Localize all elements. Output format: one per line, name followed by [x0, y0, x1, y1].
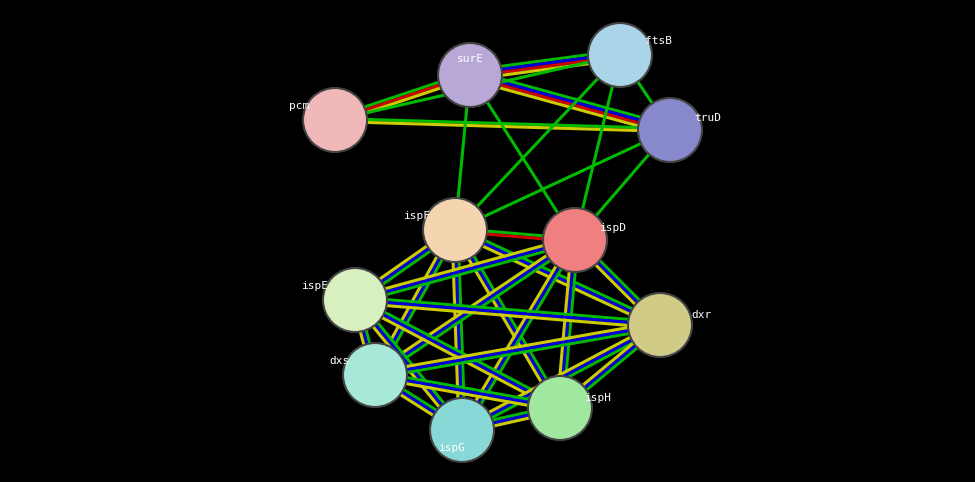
- Circle shape: [528, 376, 592, 440]
- Circle shape: [628, 293, 692, 357]
- Text: dxs: dxs: [329, 356, 349, 366]
- Circle shape: [423, 198, 487, 262]
- Text: surE: surE: [456, 54, 484, 64]
- Circle shape: [588, 23, 652, 87]
- Circle shape: [323, 268, 387, 332]
- Circle shape: [543, 208, 607, 272]
- Text: pcm: pcm: [289, 101, 309, 111]
- Text: dxr: dxr: [692, 310, 712, 320]
- Circle shape: [343, 343, 407, 407]
- Text: ispE: ispE: [301, 281, 329, 291]
- Text: ispG: ispG: [439, 443, 465, 453]
- Text: truD: truD: [694, 113, 722, 123]
- Text: ispD: ispD: [600, 223, 627, 233]
- Text: ftsB: ftsB: [644, 36, 672, 46]
- Text: ispF: ispF: [404, 211, 431, 221]
- Circle shape: [438, 43, 502, 107]
- Text: ispH: ispH: [584, 393, 611, 403]
- Circle shape: [303, 88, 367, 152]
- Circle shape: [430, 398, 494, 462]
- Circle shape: [638, 98, 702, 162]
